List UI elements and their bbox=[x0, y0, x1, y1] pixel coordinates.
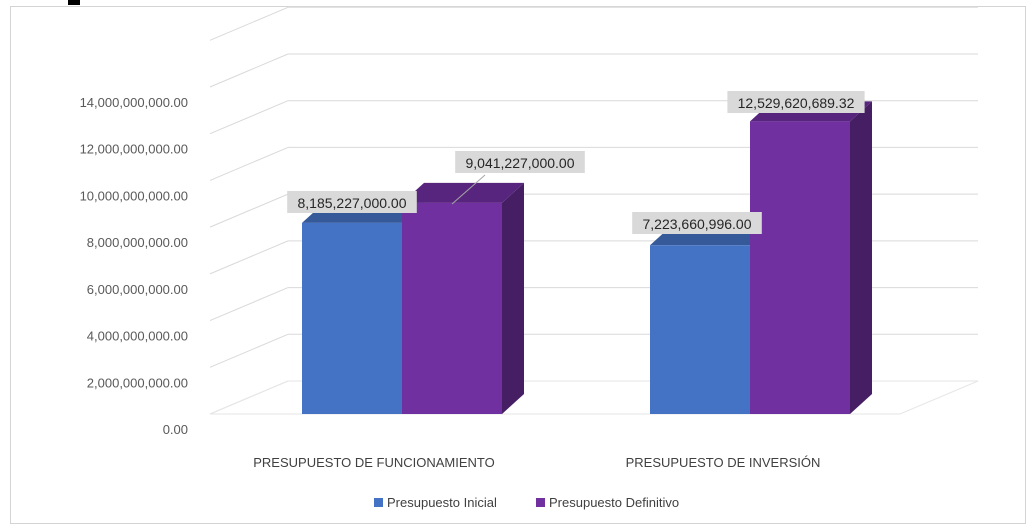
data-labels: 8,185,227,000.00 7,223,660,996.00 9,041,22… bbox=[287, 91, 865, 234]
data-label-text: 12,529,620,689.32 bbox=[738, 95, 855, 111]
y-tick-label: 8,000,000,000.00 bbox=[87, 235, 188, 250]
y-tick-label: 4,000,000,000.00 bbox=[87, 329, 188, 344]
legend-label: Presupuesto Definitivo bbox=[549, 495, 679, 510]
data-label-text: 7,223,660,996.00 bbox=[643, 216, 752, 232]
data-label-text: 9,041,227,000.00 bbox=[466, 155, 575, 171]
bars bbox=[302, 101, 872, 414]
x-axis: PRESUPUESTO DE FUNCIONAMIENTO PRESUPUESTO… bbox=[253, 455, 820, 470]
y-tick-label: 12,000,000,000.00 bbox=[80, 142, 188, 157]
legend-swatch bbox=[374, 498, 383, 507]
heading-fragment bbox=[68, 0, 80, 5]
data-label-box bbox=[727, 91, 865, 113]
category-label: PRESUPUESTO DE FUNCIONAMIENTO bbox=[253, 455, 495, 470]
data-label-box bbox=[632, 212, 762, 234]
gridline-side bbox=[209, 333, 289, 368]
data-label: 12,529,620,689.32 bbox=[727, 91, 865, 113]
y-tick-label: 6,000,000,000.00 bbox=[87, 282, 188, 297]
bar-front bbox=[750, 121, 850, 414]
category-label: PRESUPUESTO DE INVERSIÓN bbox=[626, 455, 821, 470]
bar-top bbox=[402, 182, 524, 203]
gridline-side bbox=[209, 240, 289, 275]
y-axis: 0.00 2,000,000,000.00 4,000,000,000.00 6,00… bbox=[80, 95, 188, 437]
data-label-box bbox=[455, 151, 585, 173]
data-label: 7,223,660,996.00 bbox=[632, 212, 762, 234]
gridline-side bbox=[209, 193, 289, 228]
bar-front bbox=[302, 222, 402, 414]
data-label-text: 8,185,227,000.00 bbox=[298, 195, 407, 211]
bar-front bbox=[650, 245, 750, 414]
data-label: 9,041,227,000.00 bbox=[455, 151, 585, 173]
legend-label: Presupuesto Inicial bbox=[387, 495, 497, 510]
gridline-side bbox=[209, 146, 289, 181]
y-tick-label: 10,000,000,000.00 bbox=[80, 188, 188, 203]
data-label: 8,185,227,000.00 bbox=[287, 191, 417, 213]
gridline-side bbox=[209, 53, 289, 88]
gridline-side bbox=[209, 6, 289, 41]
legend: Presupuesto Inicial Presupuesto Definitiv… bbox=[374, 495, 679, 510]
y-tick-label: 2,000,000,000.00 bbox=[87, 375, 188, 390]
bar-front bbox=[402, 202, 502, 414]
data-label-box bbox=[287, 191, 417, 213]
legend-swatch bbox=[536, 498, 545, 507]
bar-definitivo-2 bbox=[750, 101, 872, 414]
bar-definitivo-1 bbox=[402, 182, 524, 414]
y-tick-label: 0.00 bbox=[163, 422, 188, 437]
gridline-side bbox=[209, 100, 289, 135]
bar-side bbox=[502, 182, 524, 414]
gridline-side bbox=[209, 287, 289, 322]
y-tick-label: 14,000,000,000.00 bbox=[80, 95, 188, 110]
bar-side bbox=[850, 101, 872, 414]
legend-item: Presupuesto Inicial bbox=[374, 495, 497, 510]
legend-item: Presupuesto Definitivo bbox=[536, 495, 679, 510]
data-label-leader bbox=[451, 174, 486, 205]
